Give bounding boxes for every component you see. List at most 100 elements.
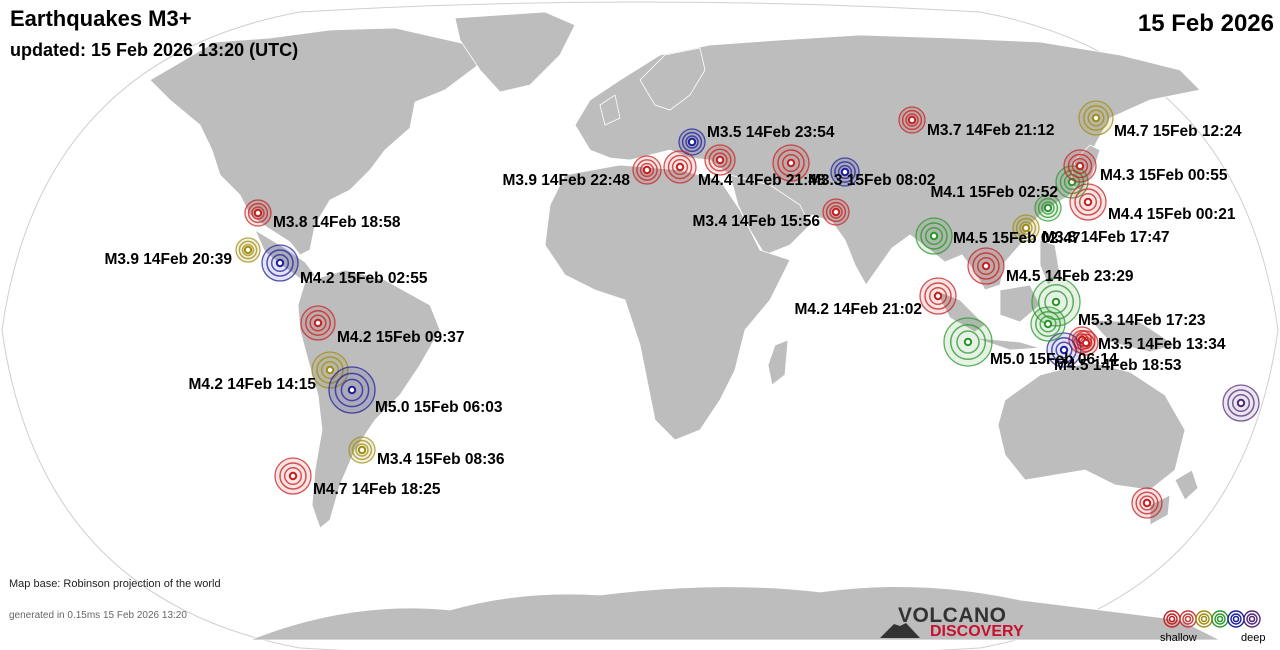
quake-ring [837, 164, 853, 180]
updated-timestamp: updated: 15 Feb 2026 13:20 (UTC) [10, 40, 299, 60]
quake-label: M3.9 14Feb 20:39 [104, 251, 232, 268]
quake-marker[interactable] [348, 436, 376, 464]
quake-marker[interactable] [632, 155, 662, 185]
quake-marker[interactable] [1073, 330, 1099, 356]
quake-epicenter [357, 445, 367, 455]
quake-label-layer: M3.8 14Feb 18:58 M3.9 14Feb 20:39 M4.2 15F… [104, 122, 1241, 498]
quake-epicenter [786, 158, 796, 168]
quake-label: M5.0 15Feb 06:14 [990, 351, 1118, 368]
quake-ring [320, 360, 340, 380]
quake-marker[interactable] [830, 157, 860, 187]
quake-epicenter [1075, 161, 1085, 171]
quake-ring [1044, 290, 1068, 314]
legend-swatch-ring [1198, 613, 1210, 625]
quake-label: M3.9 14Feb 22:48 [502, 172, 630, 189]
legend-swatch-ring [1168, 615, 1176, 623]
quake-ring [266, 249, 294, 277]
quake-marker[interactable] [967, 247, 1005, 285]
quake-ring [1227, 389, 1255, 417]
land-new-guinea [1089, 319, 1176, 353]
quake-epicenter [1059, 345, 1069, 355]
quake-ring [924, 226, 944, 246]
quake-label: M4.4 15Feb 00:21 [1108, 206, 1236, 223]
quake-ring [1067, 153, 1093, 179]
quake-marker[interactable] [704, 144, 736, 176]
quake-marker[interactable] [1078, 100, 1114, 136]
quake-marker[interactable] [772, 144, 810, 182]
quake-label: M3.7 14Feb 21:12 [927, 122, 1055, 139]
quake-marker[interactable] [1222, 384, 1260, 422]
quake-marker[interactable] [274, 457, 312, 495]
quake-ring [920, 222, 948, 250]
quake-epicenter [1081, 338, 1091, 348]
quake-marker[interactable] [1030, 306, 1066, 342]
quake-marker[interactable] [235, 237, 261, 263]
quake-marker[interactable] [915, 217, 953, 255]
quake-epicenter [1043, 203, 1053, 213]
quake-marker[interactable] [943, 317, 993, 367]
quake-ring [976, 256, 996, 276]
quake-marker[interactable] [300, 305, 336, 341]
quake-label: M4.7 14Feb 18:25 [313, 481, 441, 498]
quake-ring [1087, 109, 1105, 127]
land-philippines [1039, 239, 1061, 286]
quake-marker[interactable] [261, 244, 299, 282]
quake-epicenter [1091, 113, 1101, 123]
quake-ring [270, 253, 290, 273]
quake-ring [834, 161, 856, 183]
quake-marker[interactable] [663, 150, 697, 184]
quake-marker[interactable] [244, 199, 272, 227]
quake-marker[interactable] [1063, 149, 1097, 183]
quake-epicenter [253, 208, 263, 218]
quake-marker[interactable] [822, 198, 850, 226]
quake-label: M4.4 14Feb 21:48 [698, 172, 826, 189]
quake-marker[interactable] [1034, 194, 1062, 222]
quake-layer [235, 100, 1260, 519]
quake-epicenter [687, 137, 697, 147]
quake-label: M4.5 14Feb 18:53 [1054, 357, 1182, 374]
quake-epicenter [933, 291, 943, 301]
quake-ring [825, 201, 847, 223]
quake-ring [685, 135, 699, 149]
quake-ring [708, 148, 732, 172]
quake-ring [1079, 336, 1093, 350]
quake-ring [251, 206, 265, 220]
quake-marker[interactable] [1012, 214, 1040, 242]
quake-marker[interactable] [898, 106, 926, 134]
quake-marker[interactable] [328, 366, 376, 414]
depth-legend: shallow deep [1160, 606, 1270, 646]
quake-marker[interactable] [1069, 183, 1107, 221]
quake-label: M3.3 15Feb 08:02 [808, 172, 936, 189]
quake-ring [905, 113, 919, 127]
quake-epicenter [642, 165, 652, 175]
quake-ring [238, 240, 258, 260]
quake-ring [924, 282, 952, 310]
quake-marker[interactable] [678, 128, 706, 156]
quake-marker[interactable] [1031, 277, 1081, 327]
quake-ring [667, 154, 693, 180]
quake-epicenter [907, 115, 917, 125]
quake-ring [956, 330, 980, 354]
volcano-discovery-logo[interactable]: VOLCANO DISCOVERY [880, 604, 1040, 644]
legend-swatch-ring [1214, 613, 1226, 625]
quake-ring [1055, 341, 1073, 359]
quake-epicenter [1083, 197, 1093, 207]
quake-ring [340, 378, 364, 402]
quake-ring [1135, 491, 1159, 515]
quake-epicenter [831, 207, 841, 217]
land-north-america [149, 27, 486, 256]
quake-label: M3.5 14Feb 23:54 [707, 124, 835, 141]
page-title: Earthquakes M3+ [10, 6, 192, 31]
quake-ring [1015, 217, 1037, 239]
quake-epicenter [243, 245, 253, 255]
quake-marker[interactable] [919, 277, 957, 315]
quake-marker[interactable] [1131, 487, 1163, 519]
land-south-america [297, 269, 441, 529]
quake-epicenter [675, 162, 685, 172]
land-madagascar [767, 339, 789, 386]
quake-label: M3.8 14Feb 17:47 [1042, 229, 1170, 246]
current-date: 15 Feb 2026 [1137, 10, 1274, 37]
quake-epicenter [1142, 498, 1152, 508]
quake-label: M3.4 14Feb 15:56 [692, 213, 820, 230]
